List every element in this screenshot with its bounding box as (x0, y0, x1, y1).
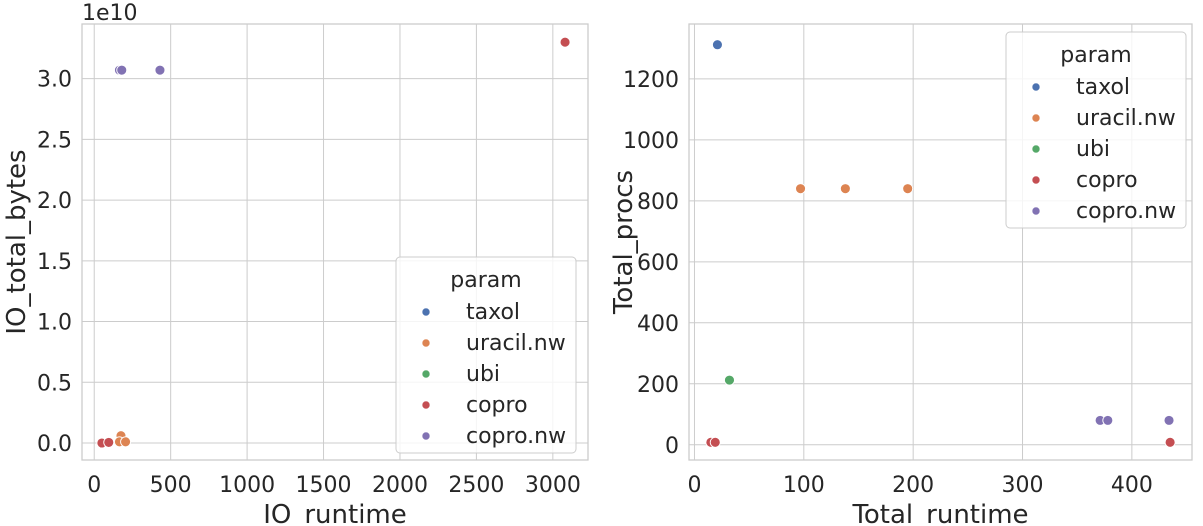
legend-frame (395, 256, 577, 454)
data-point-copro-nw (154, 64, 166, 76)
y-axis-label: IO_total_bytes (2, 149, 32, 334)
legend-title: param (450, 268, 521, 293)
x-tick-label: 300 (1002, 473, 1044, 498)
legend-label: taxol (1076, 75, 1130, 100)
y-tick-label: 800 (637, 190, 679, 215)
data-point-uracil-nw (795, 183, 806, 195)
data-point-uracil-nw (902, 183, 914, 195)
legend-label: ubi (466, 362, 500, 387)
chart-panel-2: 0 100 200 300 400 0 200 400 600 800 1000 1200 Total_… (609, 23, 1193, 526)
legend-label: copro (466, 393, 528, 418)
legend-label: uracil.nw (1076, 106, 1176, 131)
data-point-copro-nw (1102, 414, 1114, 426)
x-tick-label: 3000 (525, 473, 581, 498)
y-tick-label: 0 (665, 434, 679, 459)
data-point-uracil-nw (839, 183, 851, 195)
legend-label: ubi (1076, 137, 1110, 162)
legend-label: uracil.nw (466, 331, 566, 356)
y-tick-label: 600 (637, 251, 679, 276)
legend-label: copro.nw (1076, 199, 1176, 224)
plot-area (688, 23, 1193, 461)
x-tick-label: 2500 (448, 473, 504, 498)
legend-marker-ubi (421, 369, 431, 379)
y-tick-label: 1.5 (37, 250, 72, 275)
data-point-copro (103, 436, 115, 448)
legend: param taxol uracil.nw ubi copro copro.nw (1005, 31, 1187, 229)
y-tick-label: 2.0 (37, 189, 72, 214)
data-point-copro-nw (116, 64, 128, 76)
y-offset-label: 1e10 (82, 1, 138, 26)
x-axis-label: Total_runtime (851, 500, 1028, 526)
legend-marker-copro (421, 400, 431, 410)
legend-label: copro (1076, 168, 1138, 193)
x-tick-label: 2000 (372, 473, 428, 498)
plot-area (81, 23, 589, 461)
x-tick-label: 200 (892, 473, 934, 498)
data-point-uracil-nw (120, 436, 132, 448)
data-point-copro (559, 36, 571, 48)
legend-label: copro.nw (466, 424, 566, 449)
x-tick-label: 400 (1111, 473, 1153, 498)
y-tick-label: 3.0 (37, 68, 72, 93)
x-tick-label: 500 (150, 473, 192, 498)
legend-title: param (1060, 43, 1131, 68)
legend: param taxol uracil.nw ubi copro copro.nw (395, 256, 577, 454)
x-tick-label: 1000 (219, 473, 275, 498)
legend-marker-copro-nw (1031, 206, 1041, 216)
data-point-ubi (724, 374, 735, 386)
x-tick-label: 1500 (296, 473, 352, 498)
legend-marker-taxol (1031, 82, 1041, 92)
legend-marker-uracil-nw (1031, 113, 1041, 123)
data-point-copro-nw (1163, 414, 1175, 426)
y-tick-label: 0.0 (37, 432, 72, 457)
chart-panel-1: 0 500 1000 1500 2000 2500 3000 0.0 0.5 1.0 1.5 2.0 2… (2, 1, 589, 526)
y-tick-label: 1.0 (37, 311, 72, 336)
x-tick-label: 0 (87, 473, 101, 498)
y-tick-label: 1200 (623, 68, 679, 93)
data-point-copro (1164, 436, 1176, 448)
legend-frame (1005, 31, 1187, 229)
y-tick-label: 1000 (623, 129, 679, 154)
y-tick-label: 400 (637, 312, 679, 337)
legend-marker-taxol (421, 307, 431, 317)
data-point-copro (709, 436, 721, 448)
legend-marker-uracil-nw (421, 338, 431, 348)
y-tick-label: 2.5 (37, 128, 72, 153)
y-tick-label: 200 (637, 373, 679, 398)
legend-marker-ubi (1031, 144, 1041, 154)
legend-label: taxol (466, 300, 520, 325)
legend-marker-copro (1031, 175, 1041, 185)
y-tick-label: 0.5 (37, 371, 72, 396)
data-point-taxol (711, 39, 723, 51)
x-tick-label: 0 (687, 473, 701, 498)
y-axis-label: Total_procs (609, 170, 639, 315)
x-axis-label: IO_runtime (263, 500, 407, 526)
x-tick-label: 100 (783, 473, 825, 498)
legend-marker-copro-nw (421, 431, 431, 441)
